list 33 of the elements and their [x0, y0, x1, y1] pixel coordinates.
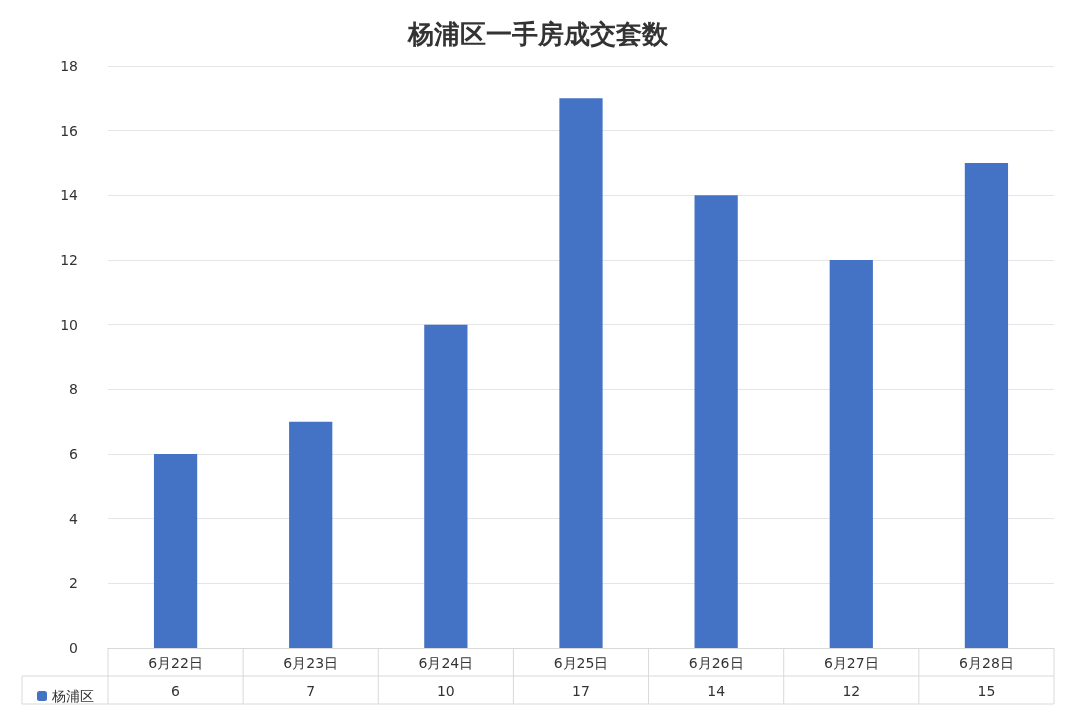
- bar: [964, 163, 1009, 648]
- x-tick-label: 6月25日: [553, 655, 609, 671]
- bar: [829, 260, 873, 648]
- y-tick-label: 6: [69, 446, 79, 462]
- data-label: 12: [842, 683, 861, 699]
- y-tick-label: 2: [69, 575, 78, 592]
- y-tick-label: 10: [60, 316, 78, 333]
- chart-title: 杨浦区一手房成交套数: [407, 19, 669, 49]
- y-tick-label: 18: [60, 58, 78, 74]
- y-tick-label: 12: [60, 252, 78, 268]
- y-tick-label: 14: [60, 187, 79, 204]
- y-tick-label: 0: [69, 640, 78, 656]
- data-label: 6: [171, 683, 181, 699]
- x-tick-label: 6月24日: [418, 655, 474, 671]
- bar: [694, 195, 738, 648]
- bar: [153, 454, 198, 648]
- x-tick-label: 6月26日: [688, 655, 744, 671]
- x-tick-label: 6月23日: [283, 655, 339, 671]
- y-tick-label: 4: [69, 510, 79, 527]
- x-tick-label: 6月22日: [148, 655, 203, 671]
- data-label: 7: [306, 683, 316, 699]
- x-tick-label: 6月28日: [959, 655, 1014, 671]
- data-label: 10: [436, 683, 455, 699]
- y-tick-label: 8: [69, 381, 78, 398]
- data-label: 17: [572, 683, 590, 699]
- legend-label: 杨浦区: [51, 688, 94, 704]
- y-tick-label: 16: [60, 122, 79, 139]
- data-label: 15: [977, 683, 996, 699]
- data-label: 14: [707, 683, 726, 699]
- x-tick-label: 6月27日: [823, 655, 879, 671]
- bar: [559, 98, 603, 648]
- bar: [289, 421, 333, 648]
- bar: [424, 324, 468, 648]
